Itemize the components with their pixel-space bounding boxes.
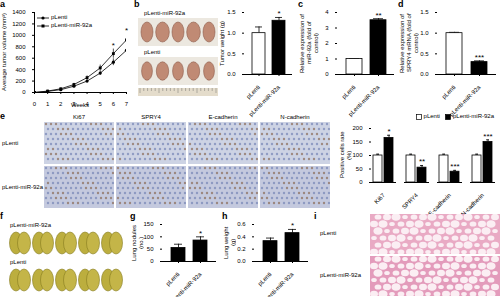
svg-text:*: * [199,229,202,238]
svg-text:3: 3 [325,25,329,31]
svg-text:pLenti: pLenti [341,84,357,100]
svg-text:*: * [277,9,280,18]
html-text:pLenti: pLenti [423,113,440,119]
html-text:pLenti-miR-92a: pLenti-miR-92a [51,22,92,28]
svg-text:4: 4 [325,9,329,15]
html-text:g: g [130,211,136,221]
svg-text:pLenti-miR-92a: pLenti-miR-92a [248,84,282,118]
html-text:h: h [222,211,228,221]
svg-text:0: 0 [359,179,363,185]
html-text:i: i [314,211,317,221]
svg-text:0: 0 [150,258,154,264]
svg-text:pLenti-miR-92a: pLenti-miR-92a [169,271,203,297]
svg-text:1.0: 1.0 [227,30,236,36]
svg-text:150: 150 [143,221,154,227]
svg-text:E-cadherin: E-cadherin [427,192,452,217]
svg-text:1.5: 1.5 [420,9,429,15]
svg-text:0: 0 [22,89,26,95]
svg-text:6: 6 [112,101,116,107]
svg-text:***: *** [450,162,459,171]
svg-text:*: * [387,127,390,136]
html-text:c: c [298,0,303,9]
svg-text:200: 200 [352,125,363,131]
html-text:pLenti: pLenti [2,140,19,146]
svg-text:1000: 1000 [12,32,26,38]
svg-text:N-cadherin: N-cadherin [460,192,485,217]
svg-text:0.2: 0.2 [237,246,246,252]
html-text:d: d [398,0,404,9]
svg-text:800: 800 [15,44,26,50]
svg-text:*: * [112,41,115,50]
svg-text:pLenti-miR-92a: pLenti-miR-92a [261,271,295,297]
html-text:pLenti: pLenti [320,230,337,236]
svg-text:50: 50 [356,166,363,172]
svg-text:2: 2 [59,101,63,107]
svg-text:600: 600 [15,55,26,61]
svg-text:0.5: 0.5 [420,51,429,57]
svg-text:***: *** [475,53,484,62]
html-text:pLenti: pLenti [10,259,27,265]
svg-text:pLenti: pLenti [165,271,181,287]
svg-text:**: ** [375,11,381,20]
svg-text:SPRY4: SPRY4 [401,192,420,211]
html-text:pLenti: pLenti [51,14,68,20]
svg-text:**: ** [419,157,425,166]
svg-text:pLenti-miR-92a: pLenti-miR-92a [448,84,482,118]
svg-text:pLenti: pLenti [245,84,261,100]
svg-text:pLenti-miR-92a: pLenti-miR-92a [347,84,381,118]
svg-text:0: 0 [325,71,329,77]
html-text:a: a [0,0,5,9]
html-text:Ki67: Ki67 [73,114,85,120]
svg-text:7: 7 [125,101,129,107]
svg-text:0.0: 0.0 [227,71,236,77]
svg-text:1: 1 [325,56,329,62]
html-text:pLenti-miR-92a: pLenti-miR-92a [2,184,43,190]
svg-text:1: 1 [46,101,50,107]
html-text:pLenti-miR-92a: pLenti-miR-92a [10,222,51,228]
svg-text:0.4: 0.4 [237,234,246,240]
html-text:Positive cells rate (%): Positive cells rate (%) [339,131,352,179]
svg-text:200: 200 [15,78,26,84]
html-text:N-cadherin: N-cadherin [280,114,310,120]
svg-text:pLenti: pLenti [441,84,457,100]
svg-text:100: 100 [143,234,154,240]
svg-text:pLenti: pLenti [257,271,273,287]
svg-text:0.5: 0.5 [227,51,236,57]
html-text:Relative expression of SPRY4 m: Relative expression of SPRY4 mRNA (fold … [399,13,419,73]
html-text:Tumor weight (g): Tumor weight (g) [219,20,225,66]
html-text:pLenti-miR-92a: pLenti-miR-92a [144,10,185,16]
html-text:E-cadherin: E-cadherin [208,114,238,120]
svg-text:1400: 1400 [12,9,26,15]
svg-text:0: 0 [33,101,37,107]
html-text:Lung weight (g): Lung weight (g) [223,226,236,259]
svg-text:5: 5 [99,101,103,107]
svg-text:*: * [125,26,128,35]
html-text:b: b [134,0,140,9]
html-text:Lung nodules (no.): Lung nodules (no.) [131,224,144,261]
svg-text:0.0: 0.0 [420,71,429,77]
svg-text:100: 100 [352,152,363,158]
html-text:f: f [0,211,3,221]
html-text:e: e [0,111,5,121]
svg-text:50: 50 [147,246,154,252]
html-text:Weeks: Weeks [70,102,90,108]
svg-text:400: 400 [15,67,26,73]
html-text:pLenti-miR-92a: pLenti-miR-92a [320,272,361,278]
svg-text:***: *** [483,132,492,141]
svg-text:1.0: 1.0 [420,30,429,36]
html-text:SPRY4: SPRY4 [141,114,161,120]
svg-text:2: 2 [325,40,329,46]
svg-text:1.5: 1.5 [227,9,236,15]
svg-text:0.0: 0.0 [237,258,246,264]
svg-text:0.6: 0.6 [237,221,246,227]
svg-text:1200: 1200 [12,21,26,27]
html-text:pLenti: pLenti [144,49,161,55]
html-text:Average tumor volume (mm³): Average tumor volume (mm³) [1,13,7,91]
svg-text:*: * [291,221,294,230]
svg-text:150: 150 [352,139,363,145]
svg-text:Ki67: Ki67 [373,192,386,205]
html-text:Relative expression of miR-92a: Relative expression of miR-92a (fold of … [299,13,319,73]
